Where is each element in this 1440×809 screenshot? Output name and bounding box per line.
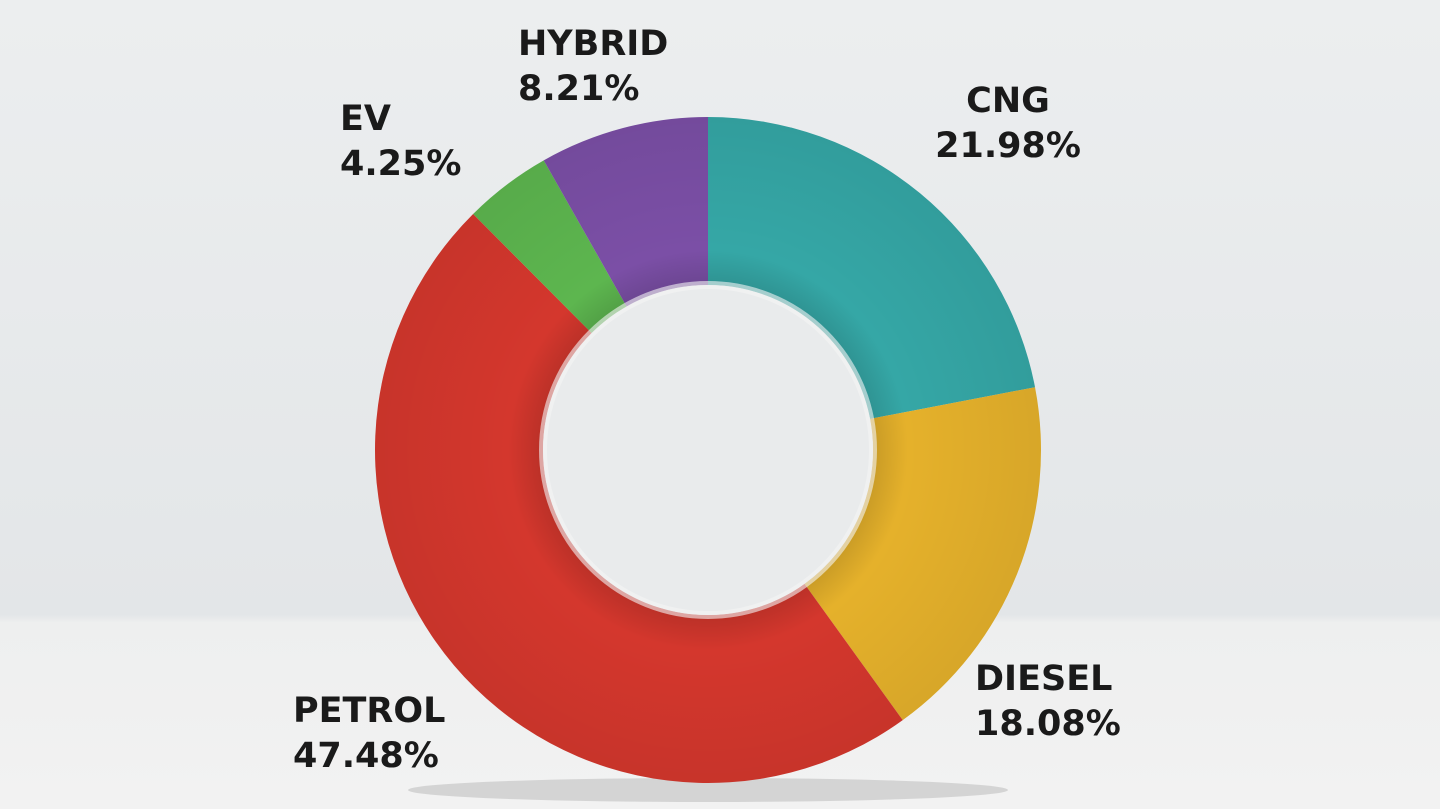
segment-name: DIESEL (975, 659, 1112, 699)
floor-shadow (408, 778, 1008, 802)
segment-value: 18.08% (975, 704, 1121, 744)
segment-name: PETROL (293, 691, 445, 731)
segment-value: 4.25% (340, 144, 461, 184)
donut-hole (539, 281, 877, 619)
segment-name: HYBRID (518, 24, 668, 64)
segment-name: CNG (966, 81, 1050, 121)
segment-value: 21.98% (935, 126, 1081, 166)
labels: CNG 21.98% DIESEL 18.08% PETROL 47.48% EV 4.25%… (293, 24, 1121, 776)
segment-name: EV (340, 99, 391, 139)
segment-value: 8.21% (518, 69, 639, 109)
segment-value: 47.48% (293, 736, 439, 776)
